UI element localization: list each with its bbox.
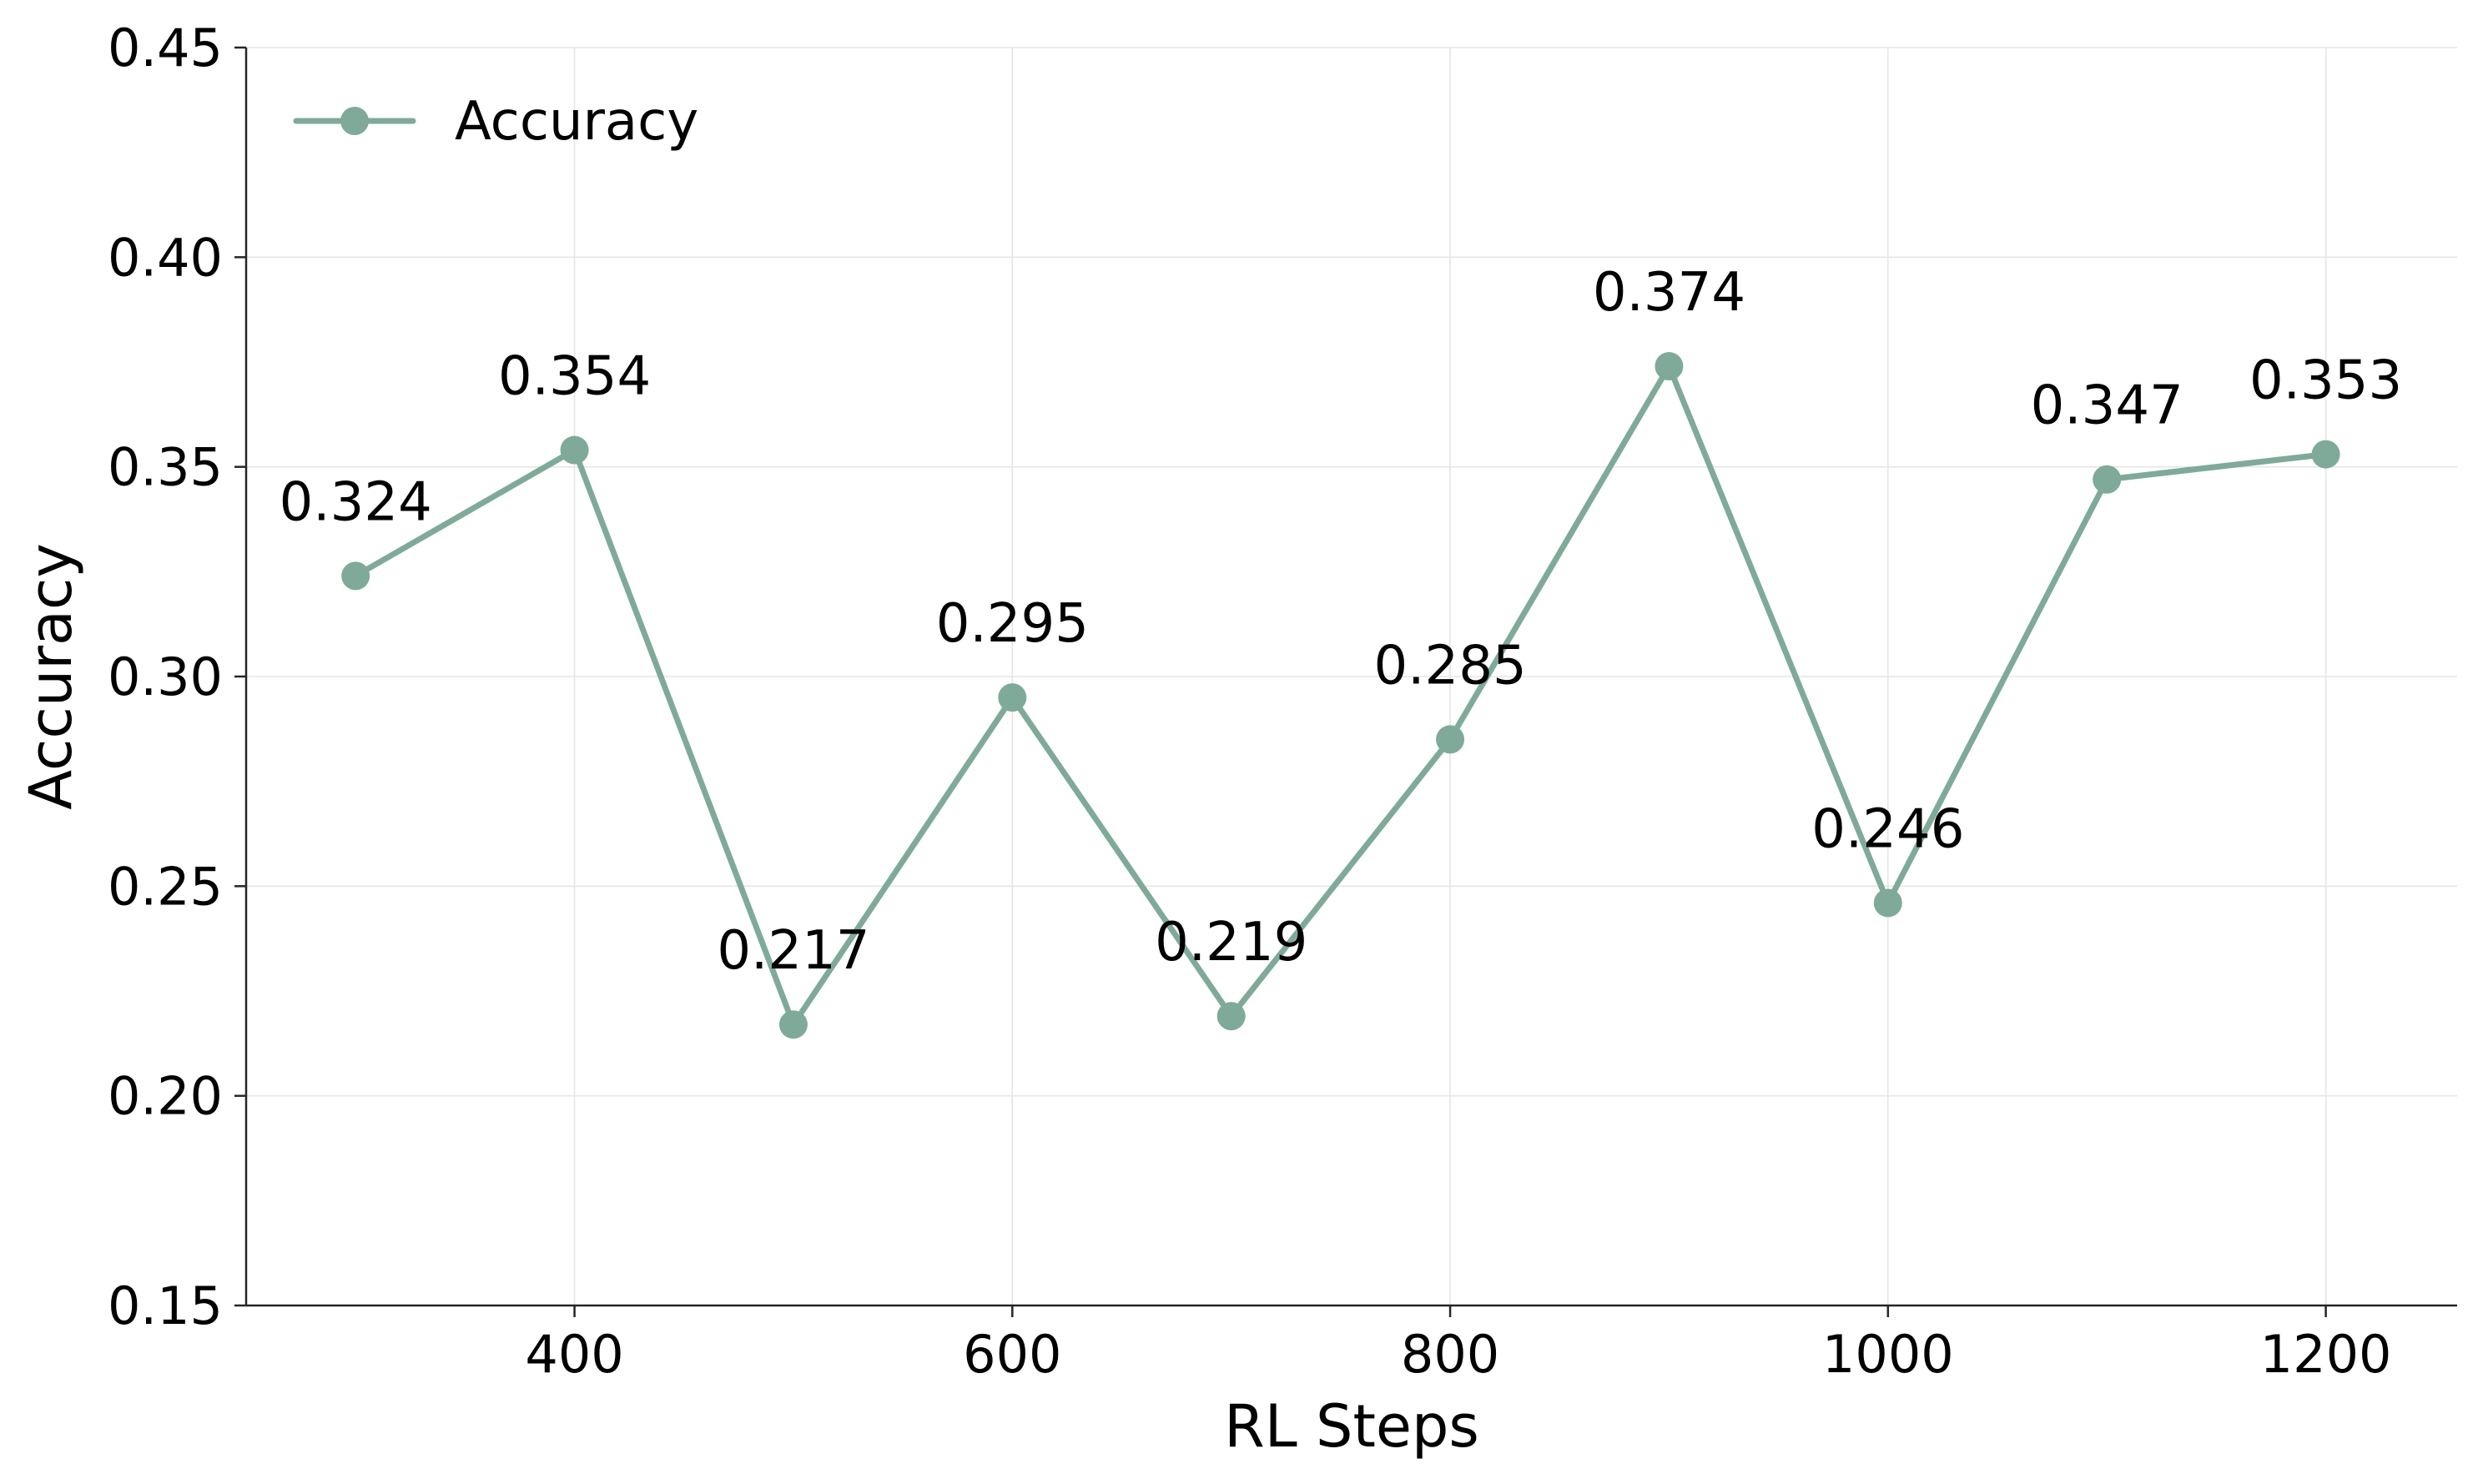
x-tick-label: 800: [1401, 1324, 1499, 1385]
x-axis-title: RL Steps: [1224, 1392, 1479, 1461]
y-tick-label: 0.45: [108, 18, 223, 78]
legend: Accuracy: [293, 91, 698, 153]
x-tick-label: 600: [963, 1324, 1061, 1385]
data-label: 0.219: [1155, 912, 1307, 973]
series-accuracy: [341, 352, 2340, 1039]
data-point: [2093, 465, 2122, 494]
data-point: [1655, 352, 1684, 381]
y-tick-label: 0.40: [108, 227, 223, 288]
data-label: 0.217: [717, 920, 869, 982]
data-label: 0.246: [1811, 798, 1964, 860]
data-label: 0.285: [1373, 635, 1526, 697]
y-tick-label: 0.30: [108, 646, 223, 707]
data-point: [778, 1010, 808, 1039]
data-point: [1216, 1002, 1246, 1031]
y-tick-label: 0.15: [108, 1275, 223, 1336]
y-tick-label: 0.20: [108, 1066, 223, 1127]
y-tick-label: 0.35: [108, 437, 223, 498]
data-point: [560, 435, 589, 465]
y-axis-title: Accuracy: [17, 543, 85, 810]
legend-label: Accuracy: [455, 91, 698, 153]
legend-marker: [340, 107, 369, 135]
data-label: 0.374: [1593, 262, 1745, 324]
x-tick-label: 1000: [1822, 1324, 1954, 1385]
data-point: [1873, 888, 1902, 918]
axes: 0.15 0.20 0.25 0.30 0.35 0.40 0.45 400 600 800 100…: [108, 18, 2457, 1385]
grid: [246, 47, 2457, 1306]
data-label: 0.295: [936, 593, 1089, 655]
data-point: [998, 683, 1027, 712]
series-line: [352, 363, 2329, 1028]
data-label: 0.354: [498, 346, 651, 408]
data-labels: 0.324 0.354 0.217 0.295 0.219 0.285 0.374 0.246…: [280, 262, 2403, 982]
data-point: [1436, 725, 1465, 754]
x-tick-label: 400: [525, 1324, 623, 1385]
data-label: 0.324: [280, 471, 432, 533]
data-label: 0.347: [2031, 375, 2183, 437]
data-label: 0.353: [2249, 350, 2402, 412]
x-tick-label: 1200: [2260, 1324, 2392, 1385]
y-tick-label: 0.25: [108, 856, 223, 917]
data-point: [2311, 440, 2340, 469]
data-point: [341, 561, 370, 591]
